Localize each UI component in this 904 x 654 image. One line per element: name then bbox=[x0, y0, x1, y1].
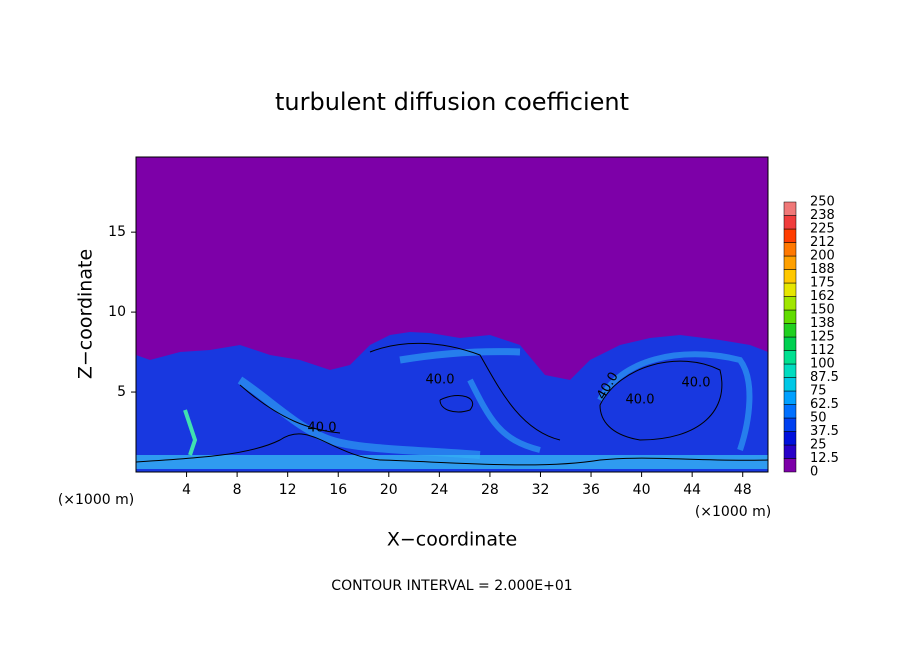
x-tick-label: 8 bbox=[233, 482, 242, 498]
streak bbox=[467, 378, 541, 453]
colorbar-label: 125 bbox=[810, 330, 835, 345]
y-tick-label: 10 bbox=[108, 304, 126, 320]
x-tick-label: 20 bbox=[380, 482, 398, 498]
colorbar-segment bbox=[783, 242, 797, 257]
x-tick-label: 4 bbox=[182, 482, 191, 498]
contour-line bbox=[369, 342, 561, 441]
field bbox=[136, 332, 768, 472]
contour-label: 40.0 bbox=[626, 393, 655, 408]
contour-interval: CONTOUR INTERVAL = 2.000E+01 bbox=[331, 578, 572, 594]
x-tick-label: 16 bbox=[329, 482, 347, 498]
colorbar-segment bbox=[783, 215, 797, 230]
colorbar-label: 100 bbox=[810, 357, 835, 372]
colorbar-segment bbox=[783, 363, 797, 378]
colorbar-segment bbox=[783, 431, 797, 446]
colorbar-label: 250 bbox=[810, 195, 835, 210]
colorbar-segment bbox=[783, 350, 797, 365]
colorbar-segment bbox=[783, 282, 797, 297]
colorbar-label: 150 bbox=[810, 303, 835, 318]
x-axis-title: X−coordinate bbox=[387, 529, 517, 551]
colorbar-label: 87.5 bbox=[810, 370, 839, 385]
x-tick-label: 24 bbox=[430, 482, 448, 498]
colorbar-segment bbox=[783, 323, 797, 338]
colorbar-label: 50 bbox=[810, 411, 827, 426]
turbulent-layer bbox=[136, 332, 768, 472]
x-tick-label: 36 bbox=[582, 482, 600, 498]
colorbar-label: 212 bbox=[810, 235, 835, 250]
colorbar-segment bbox=[783, 417, 797, 432]
colorbar-label: 75 bbox=[810, 384, 827, 399]
streak bbox=[399, 348, 521, 364]
x-tick-label: 32 bbox=[532, 482, 550, 498]
contour-line bbox=[136, 433, 768, 466]
colorbar-segment bbox=[783, 309, 797, 324]
streak bbox=[183, 409, 198, 456]
chart-title: turbulent diffusion coefficient bbox=[275, 88, 629, 116]
colorbar-label: 0 bbox=[810, 465, 818, 480]
colorbar-segment bbox=[783, 377, 797, 392]
colorbar-label: 188 bbox=[810, 262, 835, 277]
contour-line bbox=[599, 360, 723, 441]
x-tick-label: 40 bbox=[633, 482, 651, 498]
colorbar-label: 162 bbox=[810, 289, 835, 304]
colorbar-segment bbox=[783, 296, 797, 311]
colorbar-segment bbox=[783, 201, 797, 216]
contour-label: 40.0 bbox=[308, 421, 337, 436]
colorbar-label: 37.5 bbox=[810, 424, 839, 439]
colorbar-label: 112 bbox=[810, 343, 835, 358]
contour-line bbox=[439, 395, 473, 413]
streak bbox=[597, 351, 753, 451]
x-unit-label: (×1000 m) bbox=[58, 492, 134, 508]
colorbar-segment bbox=[783, 269, 797, 284]
colorbar-label: 12.5 bbox=[810, 451, 839, 466]
contour-label: 40.0 bbox=[682, 376, 711, 391]
y-tick-label: 15 bbox=[108, 224, 126, 240]
colorbar-label: 62.5 bbox=[810, 397, 839, 412]
colorbar-segment bbox=[783, 390, 797, 405]
colorbar-label: 238 bbox=[810, 208, 835, 223]
colorbar-label: 200 bbox=[810, 249, 835, 264]
streak bbox=[237, 376, 481, 459]
plot-frame bbox=[135, 156, 769, 473]
colorbar-segment bbox=[783, 444, 797, 459]
x-tick-label: 12 bbox=[279, 482, 297, 498]
colorbar-segment bbox=[783, 336, 797, 351]
x-tick-label: 28 bbox=[481, 482, 499, 498]
colorbar-segment bbox=[783, 255, 797, 270]
colorbar-label: 138 bbox=[810, 316, 835, 331]
contour-line bbox=[239, 384, 341, 434]
colorbar-segment bbox=[783, 458, 797, 473]
y-tick-label: 5 bbox=[117, 384, 126, 400]
colorbar-label: 25 bbox=[810, 438, 827, 453]
colorbar-label: 225 bbox=[810, 222, 835, 237]
x-unit-label: (×1000 m) bbox=[695, 504, 771, 520]
x-tick-label: 44 bbox=[683, 482, 701, 498]
colorbar-segment bbox=[783, 228, 797, 243]
contour-label: 40.0 bbox=[426, 373, 455, 388]
colorbar-segment bbox=[783, 404, 797, 419]
x-tick-label: 48 bbox=[734, 482, 752, 498]
colorbar-label: 175 bbox=[810, 276, 835, 291]
y-axis-title: Z−coordinate bbox=[75, 249, 97, 379]
